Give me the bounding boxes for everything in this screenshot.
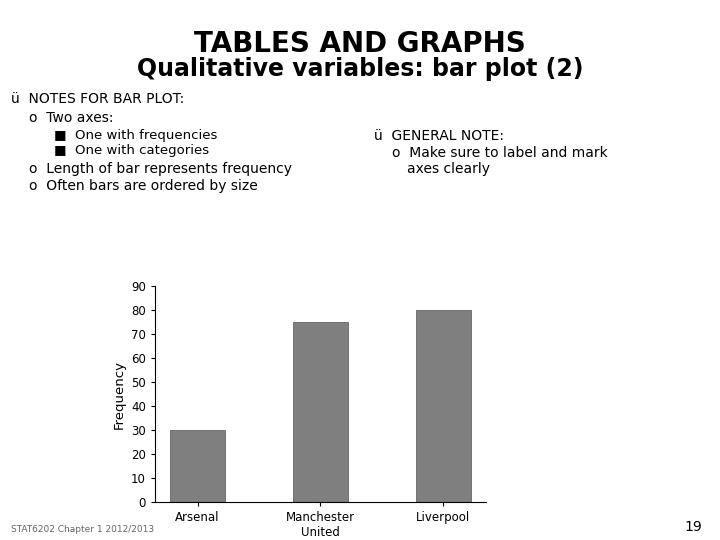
Text: Qualitative variables: bar plot (2): Qualitative variables: bar plot (2) xyxy=(137,57,583,80)
Text: o  Length of bar represents frequency: o Length of bar represents frequency xyxy=(29,162,292,176)
Text: ü  NOTES FOR BAR PLOT:: ü NOTES FOR BAR PLOT: xyxy=(11,92,184,106)
Text: o  Two axes:: o Two axes: xyxy=(29,111,113,125)
Y-axis label: Frequency: Frequency xyxy=(112,360,125,429)
Text: 19: 19 xyxy=(684,519,702,534)
Text: ■  One with categories: ■ One with categories xyxy=(54,144,209,157)
Text: TABLES AND GRAPHS: TABLES AND GRAPHS xyxy=(194,30,526,58)
Text: o  Often bars are ordered by size: o Often bars are ordered by size xyxy=(29,179,258,193)
Text: o  Make sure to label and mark: o Make sure to label and mark xyxy=(392,146,608,160)
Text: ü  GENERAL NOTE:: ü GENERAL NOTE: xyxy=(374,129,505,143)
Bar xyxy=(293,322,348,502)
Text: ■  One with frequencies: ■ One with frequencies xyxy=(54,129,217,141)
Text: STAT6202 Chapter 1 2012/2013: STAT6202 Chapter 1 2012/2013 xyxy=(11,524,154,534)
Text: axes clearly: axes clearly xyxy=(407,162,490,176)
Bar xyxy=(170,430,225,502)
Bar xyxy=(415,310,471,502)
